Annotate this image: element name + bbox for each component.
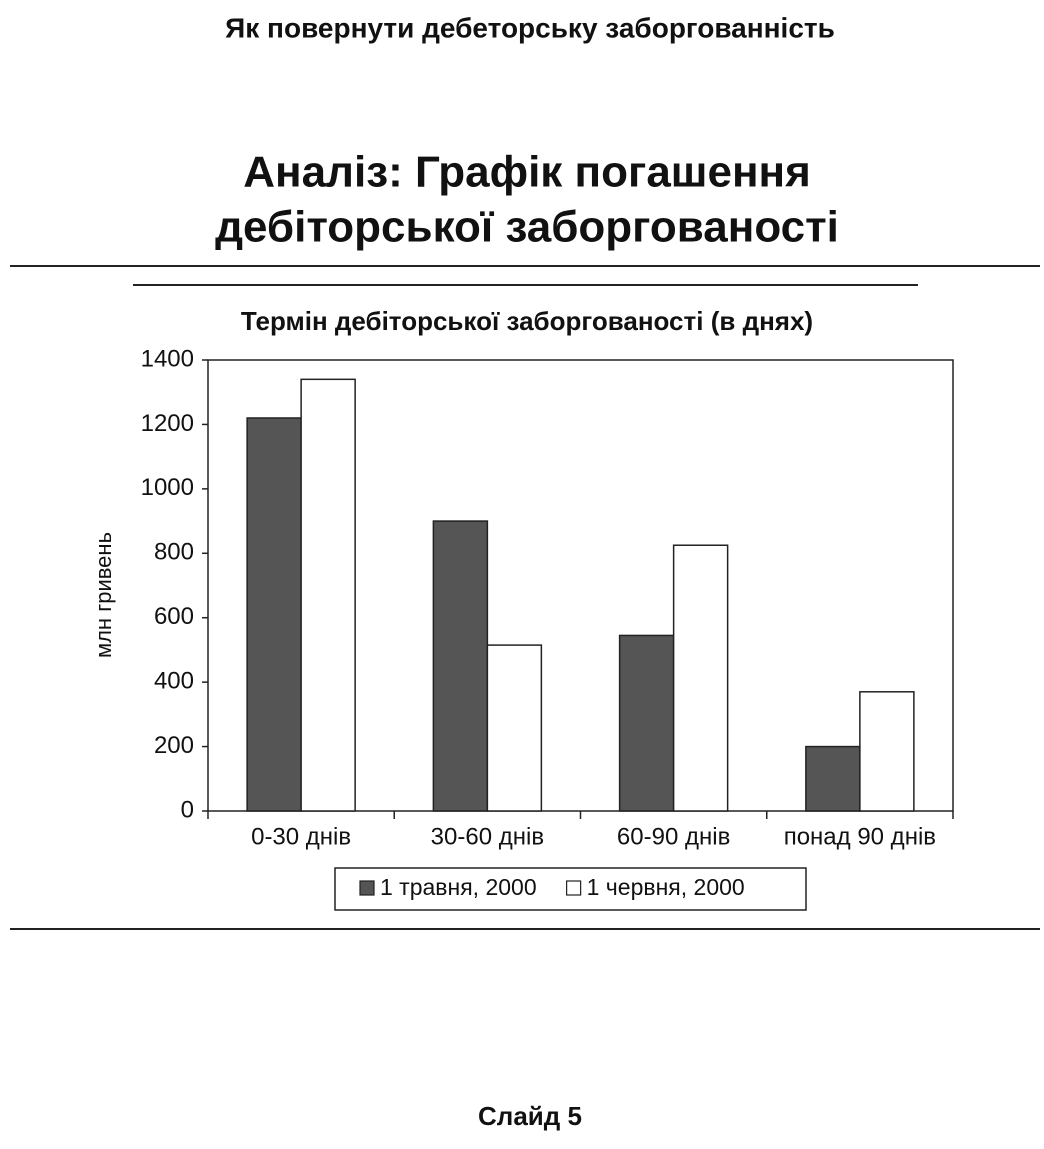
- legend-swatch: [359, 880, 375, 896]
- slide-title: дебіторської заборгованості: [215, 203, 839, 252]
- x-tick-label: понад 90 днів: [784, 823, 936, 850]
- header: Як повернути дебеторську заборгованність: [225, 12, 835, 43]
- x-tick-label: 0-30 днів: [251, 823, 351, 850]
- y-tick-label: 1200: [141, 410, 194, 437]
- bar: [672, 544, 729, 812]
- y-tick-label: 0: [181, 796, 194, 823]
- y-tick-label: 200: [154, 732, 194, 759]
- y-tick-label: 1400: [141, 345, 194, 372]
- bar: [486, 644, 543, 812]
- footer: Слайд 5: [478, 1101, 582, 1131]
- bar: [805, 745, 861, 812]
- bar: [859, 691, 915, 812]
- x-tick-label: 60-90 днів: [617, 823, 730, 850]
- y-tick-label: 1000: [141, 474, 194, 501]
- bar: [618, 634, 675, 812]
- bar: [432, 520, 489, 812]
- x-tick-label: 30-60 днів: [431, 823, 544, 850]
- legend-swatch: [566, 880, 582, 896]
- y-tick-label: 600: [154, 603, 194, 630]
- bar: [246, 417, 302, 812]
- bar: [300, 378, 356, 812]
- slide-title: Аналіз: Графік погашення: [243, 148, 811, 197]
- chart-title: Термін дебіторської заборгованості (в дн…: [241, 306, 813, 336]
- y-tick-label: 400: [154, 667, 194, 694]
- legend-label: 1 червня, 2000: [587, 874, 745, 900]
- y-axis-label: млн гривень: [91, 532, 116, 658]
- legend-label: 1 травня, 2000: [380, 874, 537, 900]
- y-tick-label: 800: [154, 539, 194, 566]
